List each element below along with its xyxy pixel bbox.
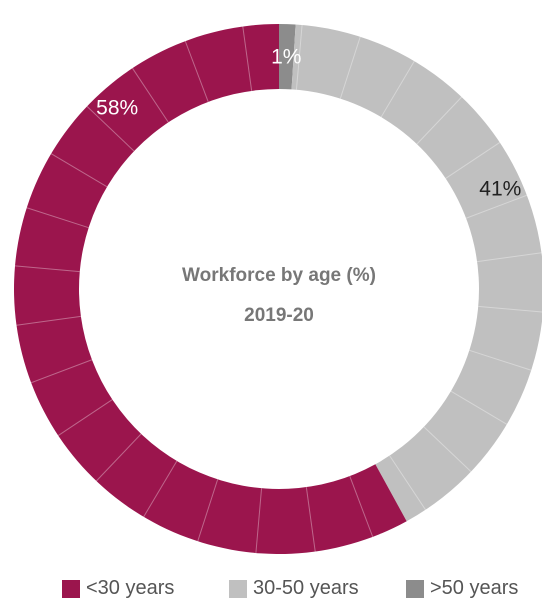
slice-30-50	[291, 24, 542, 522]
segment-divider	[349, 475, 374, 538]
segment-divider	[143, 460, 178, 518]
legend-item-30-50: 30-50 years	[229, 577, 359, 600]
legend-swatch-30-50	[229, 579, 247, 598]
segment-divider	[255, 488, 263, 554]
segment-divider	[469, 349, 532, 371]
chart-title: Workforce by age (%)	[182, 265, 376, 286]
segment-divider	[184, 40, 209, 103]
segment-divider	[305, 487, 316, 552]
segment-divider	[57, 399, 113, 436]
legend-item-over-50: >50 years	[406, 577, 518, 600]
segment-divider	[132, 67, 169, 123]
segment-divider	[423, 426, 472, 473]
segment-divider	[30, 359, 93, 384]
legend-item-under-30: <30 years	[62, 577, 174, 600]
slice-label-30-50: 41%	[479, 178, 521, 201]
segment-divider	[86, 105, 135, 152]
legend-label-under-30: <30 years	[86, 577, 175, 599]
segment-divider	[339, 36, 361, 99]
segment-divider	[14, 265, 80, 273]
chart-subtitle: 2019-20	[244, 305, 314, 326]
segment-divider	[478, 305, 542, 313]
segment-divider	[389, 455, 426, 511]
slice-under-30	[14, 24, 407, 554]
legend-swatch-under-30	[62, 579, 80, 598]
segment-divider	[416, 96, 463, 145]
segment-divider	[16, 315, 81, 326]
segment-divider	[477, 252, 542, 263]
segment-divider	[380, 60, 415, 118]
slice-over-50	[279, 24, 296, 90]
legend-swatch-over-50	[406, 579, 424, 598]
segment-divider	[50, 153, 108, 188]
segment-divider	[95, 433, 142, 482]
slice-label-over-50: 1%	[271, 46, 301, 69]
segment-divider	[450, 390, 508, 425]
slice-label-under-30: 58%	[96, 97, 138, 120]
chart-legend: <30 years 30-50 years >50 years	[0, 577, 542, 602]
segment-divider	[465, 194, 528, 219]
segment-divider	[445, 142, 501, 179]
segment-divider	[26, 207, 89, 229]
segment-divider	[242, 26, 253, 91]
legend-label-over-50: >50 years	[430, 577, 519, 599]
segment-divider	[295, 24, 303, 90]
legend-label-30-50: 30-50 years	[253, 577, 359, 599]
segment-divider	[197, 479, 219, 542]
